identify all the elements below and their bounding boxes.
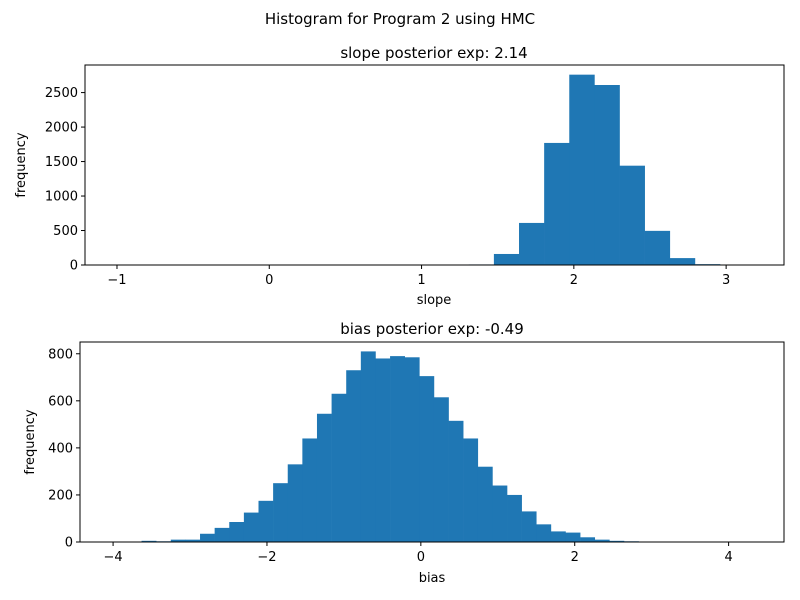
slope-bar	[493, 253, 520, 265]
slope-bars	[116, 74, 746, 265]
bias-bars	[112, 351, 742, 542]
slope-x-tick-label: 3	[722, 273, 730, 288]
slope-y-tick-label: 2500	[45, 86, 78, 101]
bias-x-ticks: −4 −2 0 2 4	[103, 542, 733, 565]
bias-y-ticks: 0 200 400 600 800	[48, 347, 80, 551]
slope-bar	[619, 165, 645, 265]
bias-y-tick-label: 400	[48, 441, 73, 456]
slope-y-tick-label: 500	[53, 224, 78, 239]
bias-bar	[316, 413, 332, 542]
slope-axes-frame	[84, 64, 785, 266]
bias-bar	[273, 483, 289, 542]
bias-y-tick-label: 600	[48, 394, 73, 409]
bias-bar	[331, 393, 347, 542]
figure-suptitle: Histogram for Program 2 using HMC	[265, 10, 535, 28]
bias-y-axis-label: frequency	[23, 409, 38, 475]
slope-x-tick-label: 1	[417, 273, 425, 288]
bias-bar	[243, 512, 259, 542]
slope-y-tick-label: 1000	[45, 190, 78, 205]
bias-bar	[287, 464, 303, 542]
bias-bar	[419, 376, 435, 542]
slope-bar	[519, 222, 545, 265]
slope-y-axis-label: frequency	[14, 132, 29, 198]
bias-bar	[463, 438, 479, 542]
bias-x-tick-label: 2	[571, 550, 579, 565]
slope-bar	[669, 258, 696, 265]
bias-y-tick-label: 0	[65, 536, 73, 551]
slope-histogram-axes: −1 0 1 2 3 0 500 1000 1500 2000 2500 slope poster…	[14, 44, 785, 308]
bias-bar	[258, 500, 274, 542]
bias-histogram-axes: −4 −2 0 2 4 0 200 400 600 800 bias posterior exp…	[23, 320, 785, 586]
bias-bar	[448, 420, 464, 542]
bias-bar	[507, 494, 522, 542]
slope-bar	[569, 74, 595, 265]
bias-bar	[565, 532, 581, 542]
slope-x-ticks: −1 0 1 2 3	[107, 265, 730, 288]
bias-bar	[214, 527, 230, 542]
bias-bar	[536, 524, 552, 542]
slope-y-tick-label: 1500	[45, 155, 78, 170]
bias-bar	[302, 438, 318, 542]
bias-bar	[170, 539, 186, 542]
bias-bar	[185, 539, 201, 542]
bias-x-tick-label: −2	[257, 550, 276, 565]
bias-bar	[375, 358, 391, 542]
bias-bar	[433, 397, 449, 542]
bias-bar	[141, 540, 157, 542]
slope-x-axis-label: slope	[417, 293, 452, 308]
bias-x-tick-label: 0	[417, 550, 425, 565]
bias-bar	[390, 356, 405, 542]
slope-bar	[644, 230, 671, 265]
bias-axes-frame	[79, 341, 785, 543]
bias-x-axis-label: bias	[419, 571, 446, 586]
slope-x-tick-label: 0	[265, 273, 273, 288]
bias-bar	[609, 540, 625, 542]
bias-x-tick-label: −4	[103, 550, 122, 565]
bias-chart-title: bias posterior exp: -0.49	[340, 320, 524, 338]
bias-x-tick-label: 4	[724, 550, 732, 565]
slope-x-tick-label: −1	[107, 273, 126, 288]
bias-y-tick-label: 800	[48, 347, 73, 362]
bias-y-tick-label: 200	[48, 488, 73, 503]
slope-y-ticks: 0 500 1000 1500 2000 2500	[45, 86, 85, 274]
slope-bar	[544, 142, 570, 265]
slope-y-tick-label: 2000	[45, 121, 78, 136]
bias-bar	[550, 531, 566, 542]
bias-bar	[477, 466, 493, 542]
slope-bar	[594, 85, 620, 265]
bias-bar	[492, 485, 508, 542]
bias-bar	[200, 533, 215, 542]
slope-x-tick-label: 2	[570, 273, 578, 288]
bias-bar	[346, 370, 362, 542]
slope-y-tick-label: 0	[70, 259, 78, 274]
bias-bar	[594, 539, 610, 542]
bias-bar	[580, 537, 596, 542]
slope-chart-title: slope posterior exp: 2.14	[340, 44, 527, 62]
bias-bar	[360, 351, 376, 542]
bias-bar	[521, 511, 537, 542]
bias-bar	[229, 522, 245, 542]
bias-bar	[404, 357, 420, 542]
